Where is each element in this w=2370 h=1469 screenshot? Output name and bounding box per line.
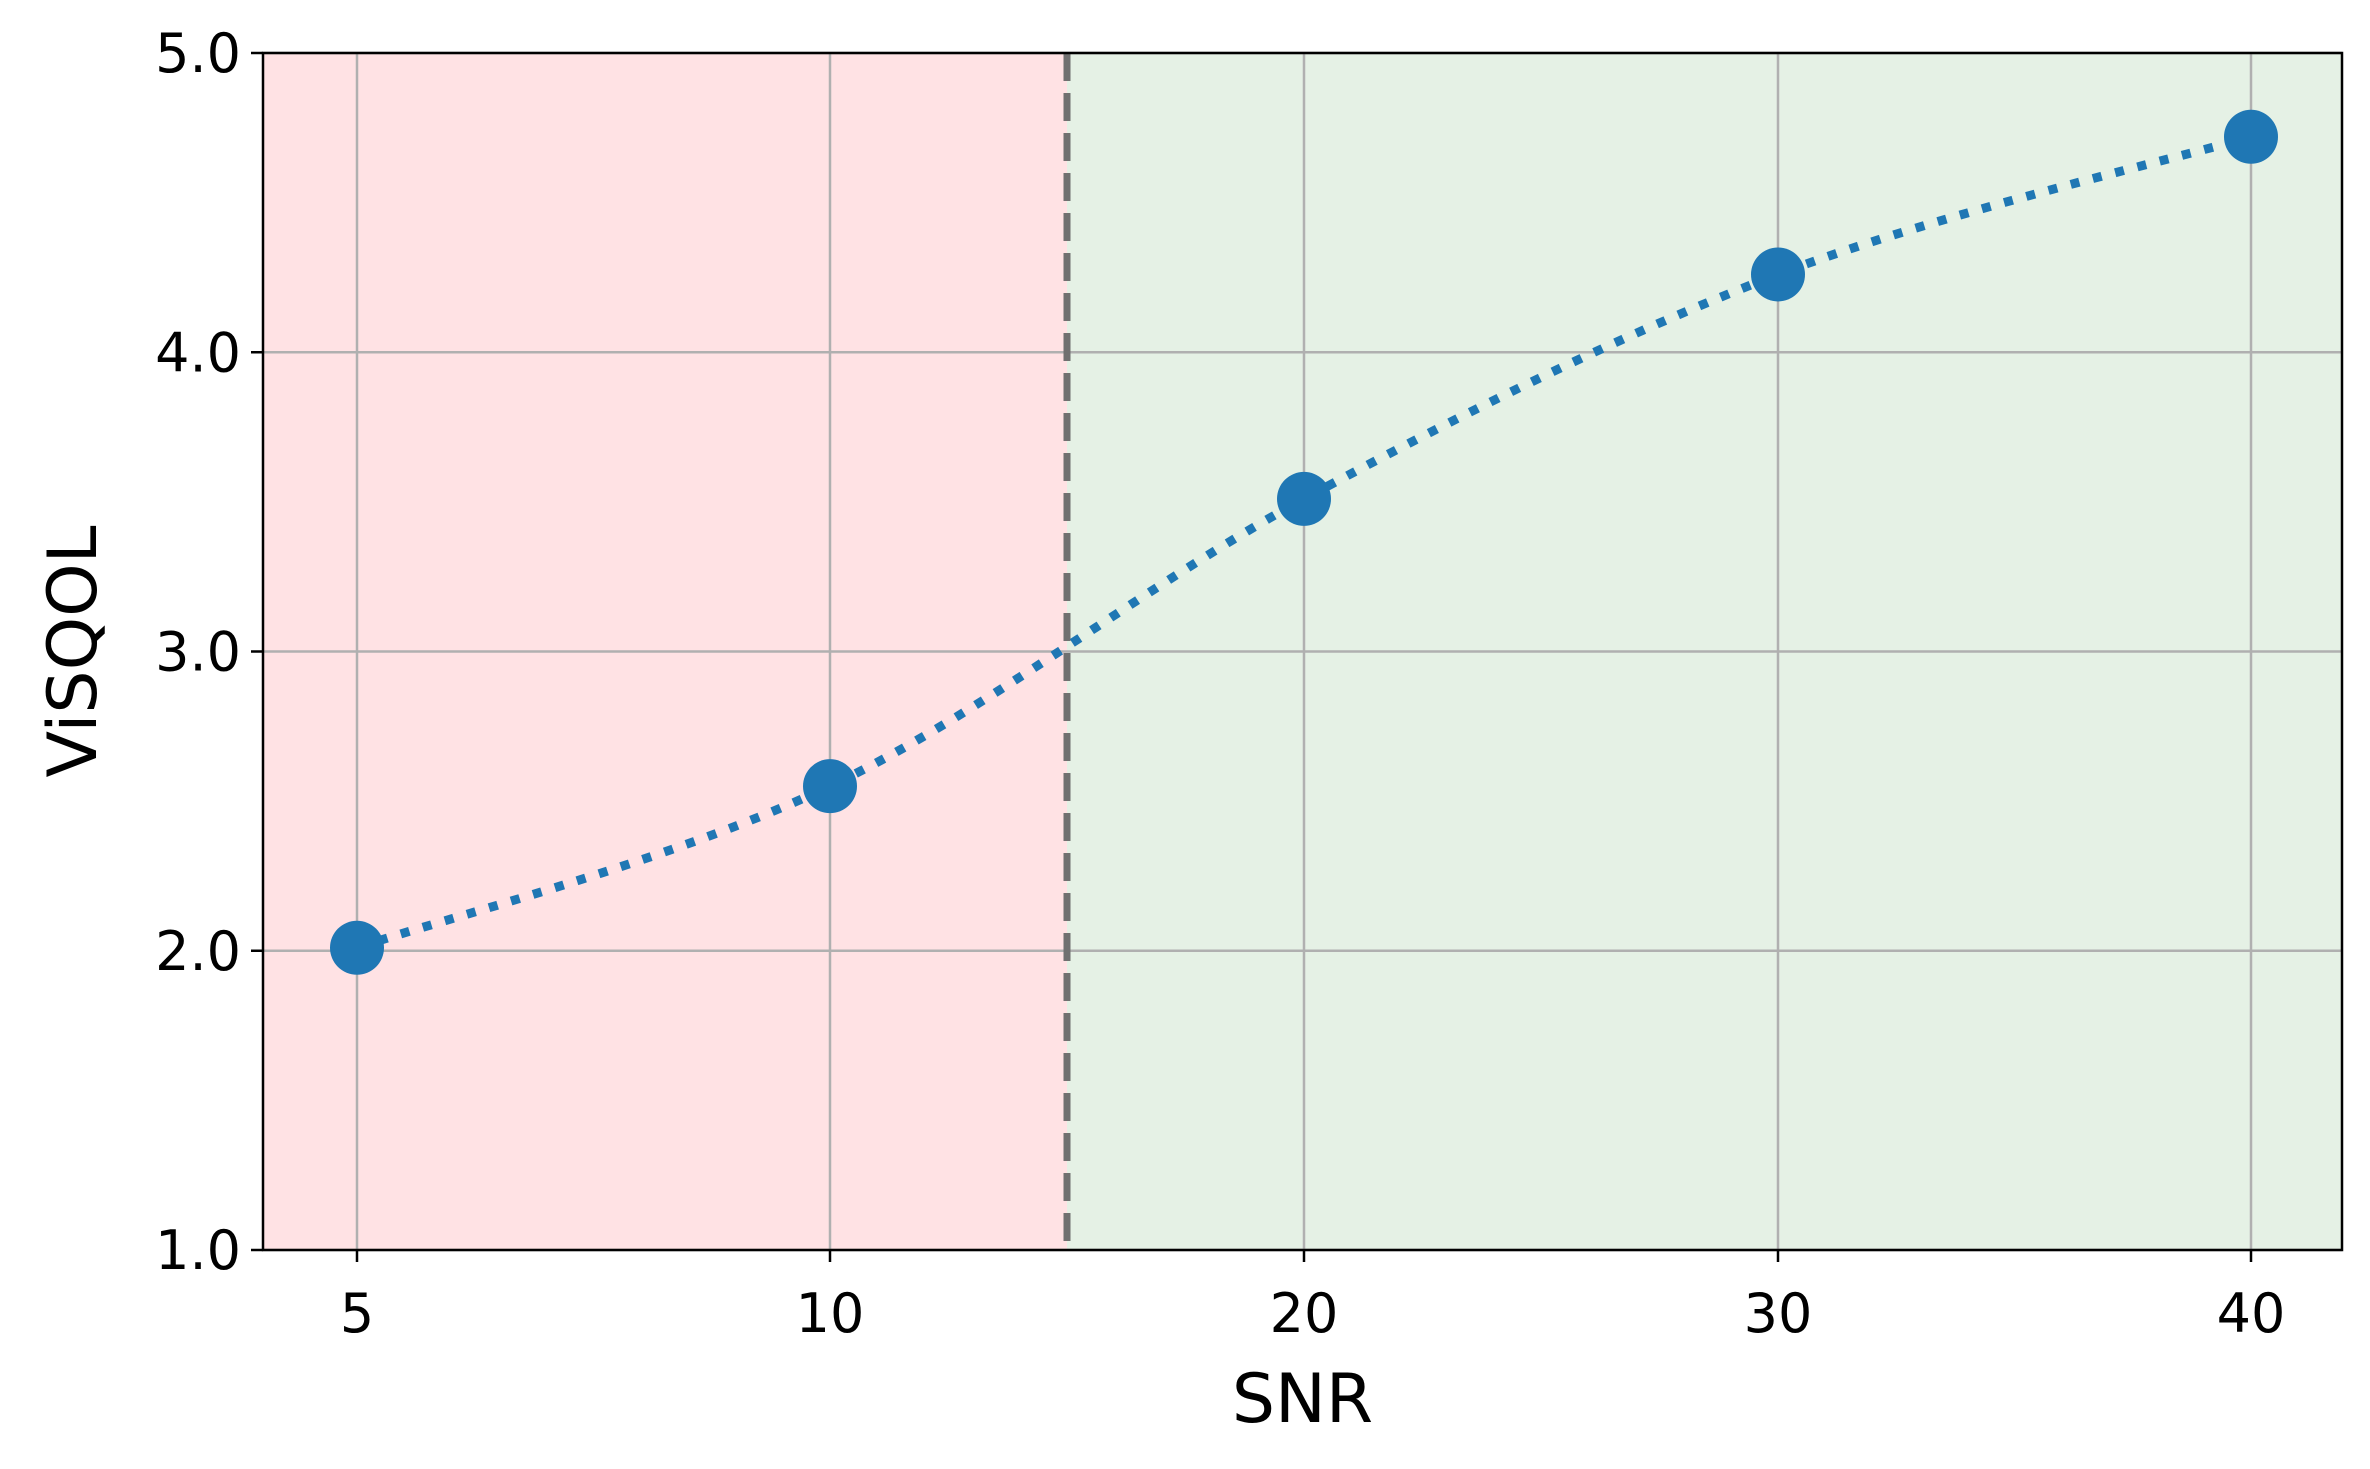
- x-tick-label: 30: [1744, 1282, 1813, 1345]
- x-tick-label: 20: [1270, 1282, 1339, 1345]
- x-tick-label: 40: [2217, 1282, 2286, 1345]
- data-point-snr-10: [803, 759, 857, 814]
- y-axis-ticks: 1.0 2.0 3.0 4.0 5.0: [155, 22, 263, 1282]
- y-tick-label: 2.0: [155, 920, 241, 983]
- y-tick-label: 4.0: [155, 321, 241, 384]
- series-group: [330, 109, 2278, 975]
- series-line: [355, 132, 2253, 953]
- data-point-snr-20: [1277, 471, 1331, 526]
- x-axis-title: SNR: [1232, 1360, 1373, 1439]
- y-tick-label: 3.0: [155, 621, 241, 684]
- x-axis-ticks: 5 10 20 30 40: [340, 1250, 2286, 1345]
- y-axis-title: ViSQOL: [34, 525, 113, 777]
- data-point-snr-40: [2224, 109, 2278, 164]
- x-tick-label: 5: [340, 1282, 374, 1345]
- data-point-snr-30: [1751, 247, 1805, 302]
- x-tick-label: 10: [796, 1282, 865, 1345]
- data-point-snr-5: [330, 920, 384, 975]
- y-tick-label: 1.0: [155, 1219, 241, 1282]
- y-tick-label: 5.0: [155, 22, 241, 85]
